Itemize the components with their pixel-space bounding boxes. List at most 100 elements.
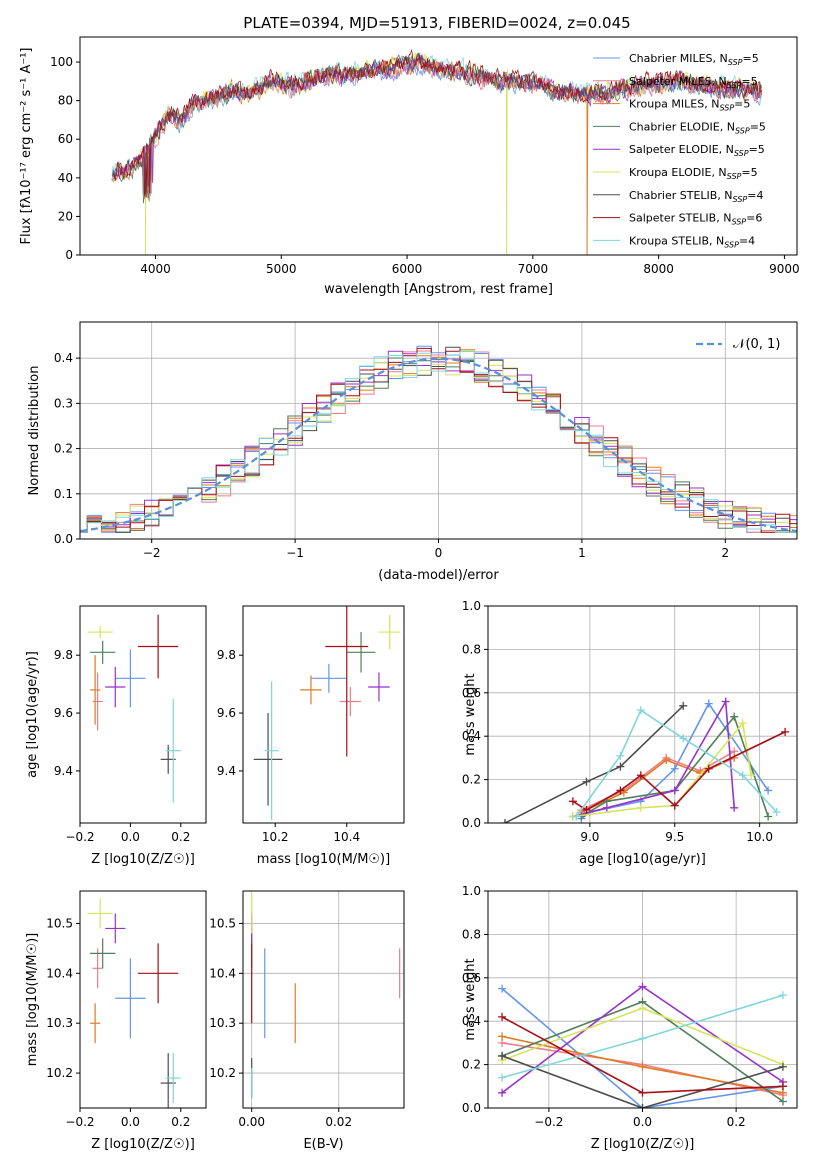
weight-point: [500, 819, 509, 823]
weight-point: [764, 786, 773, 795]
weight-point: [670, 764, 679, 773]
weight-point: [498, 1088, 507, 1097]
weight-point: [738, 719, 747, 728]
y-tick-label: 10.2: [46, 1066, 73, 1080]
y-tick-label: 1.0: [462, 599, 481, 613]
x-tick-label: 0.2: [171, 830, 190, 844]
x-tick-label: 0.2: [171, 1115, 190, 1129]
errorbar-kroupa-elodie: [87, 898, 113, 929]
spectrum-line-salpeter-stelib: [113, 49, 763, 198]
axes-frame-spectrum: [79, 36, 798, 256]
y-tick-label: 0.2: [462, 1058, 481, 1072]
errorbar-salpeter-elodie: [105, 666, 126, 708]
y-tick-label: 9.8: [217, 648, 236, 662]
weight-point: [670, 786, 679, 795]
legend-entry: Chabrier MILES, NSSP=5: [629, 52, 759, 67]
x-tick-label: 9.0: [580, 830, 599, 844]
y-axis-label: mass weight: [463, 958, 478, 1040]
plot-area-mass_vs_ebv: [243, 891, 404, 1108]
y-tick-label: 100: [50, 55, 73, 69]
axes-mass_vs_Z: −0.2 0.0 0.2 10.2 10.3 10.4 10.5 Z [log10(Z/Z☉)…: [25, 890, 207, 1152]
x-tick-label: 0: [435, 546, 443, 560]
weight-point: [638, 1062, 647, 1071]
x-tick-label: 6000: [392, 262, 423, 276]
errorbar-chabrier-miles: [115, 958, 146, 1039]
weight-point: [778, 991, 787, 1000]
figure-title: PLATE=0394, MJD=51913, FIBERID=0024, z=0…: [243, 14, 630, 32]
y-tick-label: 20: [58, 209, 73, 223]
errorbar-kroupa-stelib: [165, 698, 181, 803]
legend-nssp-value: 4: [748, 234, 755, 247]
x-tick-label: −0.2: [534, 1115, 563, 1129]
x-tick-label: 0.00: [238, 1115, 265, 1129]
weight-point: [704, 699, 713, 708]
x-tick-label: 5000: [266, 262, 297, 276]
weight-point: [638, 1034, 647, 1043]
legend-nssp-value: 5: [752, 52, 759, 65]
x-tick-label: 4000: [140, 262, 171, 276]
y-tick-label: 0.4: [462, 729, 481, 743]
weight-point: [747, 771, 756, 780]
legend-entry: Chabrier STELIB, NSSP=4: [629, 189, 763, 204]
weight-point: [778, 1097, 787, 1106]
weight-point: [764, 812, 773, 821]
weight-point: [738, 771, 747, 780]
weight-point: [572, 812, 581, 821]
errorbar-chabrier-elodie: [346, 632, 376, 673]
weight-point: [582, 805, 591, 814]
axes-age_vs_mass: 10.2 10.4 9.4 9.6 9.8 mass [log10(M/M☉)]: [217, 605, 405, 867]
x-axis-label: Z [log10(Z/Z☉)]: [91, 1137, 195, 1152]
y-tick-label: 10.4: [209, 966, 236, 980]
plot-area-Z_weights: [488, 891, 797, 1108]
errorbar-salpeter-miles: [339, 687, 362, 716]
errorbar-salpeter-stelib: [137, 943, 179, 1004]
weight-point: [498, 1073, 507, 1082]
y-tick-label: 40: [58, 171, 73, 185]
y-tick-label: 0.2: [462, 773, 481, 787]
weight-point: [778, 1062, 787, 1071]
y-axis-label: age [log10(age/yr)]: [25, 651, 40, 778]
errorbar-chabrier-elodie: [90, 938, 116, 969]
weight-point: [730, 712, 739, 721]
y-axis-label: mass [log10(M/M☉)]: [25, 933, 40, 1066]
legend-series-name: Chabrier MILES: [629, 52, 713, 65]
x-tick-label: −0.2: [65, 1115, 94, 1129]
errorbar-kroupa-stelib: [165, 1053, 181, 1104]
x-tick-label: 10.0: [746, 830, 773, 844]
legend-entry: Salpeter MILES, NSSP=5: [629, 75, 758, 90]
x-axis-label: age [log10(age/yr)]: [579, 852, 706, 867]
errorbar-kroupa-miles: [90, 655, 101, 725]
weight-series-salpeter-stelib: [568, 727, 790, 814]
x-axis-label: wavelength [Angstrom, rest frame]: [324, 282, 553, 297]
errorbar-salpeter-miles: [92, 948, 103, 989]
legend-series-name: Kroupa MILES: [629, 98, 704, 111]
errorbar-kroupa-miles: [90, 1003, 101, 1044]
axes-frame-residuals: [79, 321, 798, 540]
x-tick-label: 0.2: [727, 1115, 746, 1129]
x-axis-label: E(B-V): [303, 1137, 343, 1152]
x-tick-label: −2: [143, 546, 161, 560]
y-tick-label: 9.6: [54, 706, 73, 720]
y-axis-label: Flux [fλ10⁻¹⁷ erg cm⁻² s⁻¹ A⁻¹]: [19, 48, 34, 245]
errorbar-salpeter-elodie: [368, 672, 390, 702]
errorbar-kroupa-elodie: [87, 626, 113, 638]
x-tick-label: 8000: [643, 262, 674, 276]
weight-point: [670, 801, 679, 810]
legend-entry: Salpeter STELIB, NSSP=6: [629, 212, 762, 227]
legend-nssp-value: 5: [759, 120, 766, 133]
legend-series-name: Salpeter ELODIE: [629, 143, 719, 156]
x-axis-label: (data-model)/error: [378, 568, 499, 583]
legend-series-name: Chabrier STELIB: [629, 189, 717, 202]
y-axis-label: mass weight: [463, 673, 478, 755]
errorbar-salpeter-stelib: [137, 614, 179, 679]
spectrum-legend: Chabrier MILES, NSSP=5 Salpeter MILES, NS…: [593, 52, 766, 249]
weight-series-chabrier-stelib: [500, 701, 688, 823]
axes-residuals: −2 −1 0 1 2 0.0 0.1 0.2 0.3 0.4 (data-model)/error…: [27, 321, 798, 583]
weight-line: [501, 1055, 784, 1108]
axes-spectrum: 4000 5000 6000 7000 8000 9000 0 20 40 60 80 100 wave…: [19, 36, 800, 297]
legend-entry: Chabrier ELODIE, NSSP=5: [629, 120, 766, 135]
legend-entry: Kroupa MILES, NSSP=5: [629, 98, 750, 113]
x-axis-label: Z [log10(Z/Z☉)]: [91, 852, 195, 867]
legend-series-name: Salpeter STELIB: [629, 212, 716, 225]
